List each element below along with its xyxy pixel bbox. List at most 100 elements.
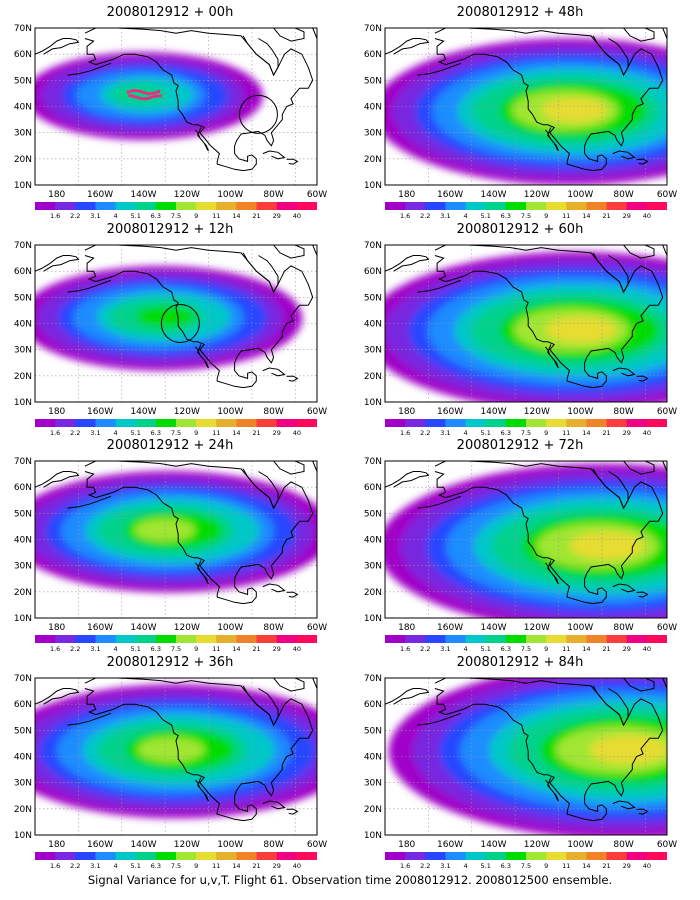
longitude-label: 180	[48, 190, 65, 200]
panel-title: 2008012912 + 12h	[106, 222, 234, 237]
coastline	[592, 468, 629, 510]
colorbar-label: 29	[623, 645, 631, 653]
longitude-label: 160W	[437, 407, 463, 417]
coastline	[623, 28, 655, 42]
colorbar-label: 6.3	[151, 645, 161, 653]
colorbar-swatch	[566, 419, 587, 427]
colorbar-label: 21	[602, 862, 610, 870]
colorbar-swatch	[115, 852, 137, 860]
colorbar-label: 40	[643, 212, 651, 220]
map-svg: 70N 60N 50N 40N 30N 20N 10N 180 160W 140W 120W 100W…	[364, 457, 677, 653]
variance-contour	[589, 734, 667, 765]
colorbar-swatch	[465, 202, 487, 210]
latitude-label: 20N	[364, 588, 382, 598]
colorbar-label: 1.6	[50, 429, 60, 437]
colorbar-label: 3.1	[440, 862, 450, 870]
colorbar-label: 6.3	[151, 212, 161, 220]
colorbar-swatch	[236, 852, 258, 860]
colorbar-label: 2.2	[70, 862, 80, 870]
latitude-label: 20N	[364, 372, 382, 382]
longitude-label: 160W	[87, 190, 113, 200]
map-panel: 2008012912 + 12h 70N 60N 50N 40N 30N 20N 10N 180…	[5, 222, 335, 437]
variance-field	[385, 463, 667, 618]
map-frame	[34, 244, 318, 403]
figure-caption: Signal Variance for u,v,T. Flight 61. Ob…	[87, 873, 613, 887]
colorbar-swatch	[216, 635, 237, 643]
colorbar-swatch	[75, 202, 96, 210]
colorbar-label: 4	[464, 645, 468, 653]
colorbar-swatch	[155, 202, 177, 210]
colorbar-swatch	[586, 635, 608, 643]
coastline	[35, 38, 80, 55]
colorbar-label: 21	[602, 429, 610, 437]
coastline	[273, 461, 305, 475]
colorbar-swatch	[55, 202, 76, 210]
variance-field	[35, 266, 303, 371]
longitude-label: 140W	[130, 840, 156, 850]
longitude-label: 120W	[174, 840, 200, 850]
panel-title: 2008012912 + 72h	[456, 438, 584, 453]
colorbar-label: 14	[232, 429, 240, 437]
latitude-label: 10N	[364, 614, 382, 624]
latitude-label: 20N	[364, 805, 382, 815]
colorbar-label: 1.6	[400, 862, 410, 870]
colorbar-label: 11	[562, 862, 570, 870]
colorbar-label: 1.6	[50, 862, 60, 870]
observation-marker	[131, 94, 135, 98]
colorbar: 1.6 2.2 3.1 4 5.1 6.3 7.5 9 11 14 21 29 40	[385, 635, 667, 653]
observation-marker	[132, 88, 136, 93]
coastline	[417, 495, 462, 509]
colorbar: 1.6 2.2 3.1 4 5.1 6.3 7.5 9 11 14 21 29 40	[385, 202, 667, 220]
colorbar-swatch	[296, 852, 317, 860]
map-panel: 2008012912 + 60h 70N 60N 50N 40N 30N 20N 10N 180…	[355, 222, 685, 437]
colorbar-label: 9	[194, 862, 198, 870]
colorbar-label: 2.2	[420, 212, 430, 220]
colorbar-swatch	[135, 852, 157, 860]
longitude-label: 120W	[524, 623, 550, 633]
variance-contour	[137, 737, 205, 763]
graticule	[35, 28, 317, 185]
colorbar-swatch	[35, 852, 56, 860]
coastline	[35, 255, 80, 272]
coastline	[592, 35, 629, 77]
graticule	[385, 678, 667, 835]
coastline	[612, 150, 636, 160]
latitude-label: 30N	[364, 779, 382, 789]
longitude-label: 180	[398, 623, 415, 633]
colorbar: 1.6 2.2 3.1 4 5.1 6.3 7.5 9 11 14 21 29 40	[35, 852, 317, 870]
coastline	[612, 800, 636, 810]
colorbar-swatch	[405, 635, 426, 643]
latitude-label: 30N	[14, 779, 32, 789]
map-frame	[34, 27, 318, 186]
latitude-label: 40N	[14, 103, 32, 113]
latitude-label: 60N	[14, 267, 32, 277]
coastline	[195, 127, 209, 152]
colorbar-swatch	[526, 635, 547, 643]
coastline	[417, 712, 462, 726]
longitude-label: 60W	[307, 840, 327, 850]
map-panel: 2008012912 + 84h 70N 60N 50N 40N 30N 20N 10N 180…	[355, 655, 685, 870]
colorbar-swatch	[196, 635, 217, 643]
coastlines	[385, 678, 667, 822]
colorbar-label: 40	[293, 862, 301, 870]
variance-contour	[545, 316, 617, 343]
latitude-label: 70N	[364, 241, 382, 251]
colorbar-swatch	[55, 852, 76, 860]
observation-marker	[149, 95, 153, 100]
coastline	[262, 367, 286, 377]
colorbar-label: 11	[562, 429, 570, 437]
colorbar-swatch	[606, 635, 628, 643]
colorbar-label: 3.1	[90, 212, 100, 220]
observation-marker	[155, 94, 159, 98]
colorbar-swatch	[35, 202, 56, 210]
latitude-label: 70N	[14, 457, 32, 467]
latitude-label: 60N	[364, 700, 382, 710]
latitude-label: 50N	[14, 293, 32, 303]
coastline	[242, 468, 279, 510]
longitude-label: 160W	[437, 623, 463, 633]
map-svg: 70N 60N 50N 40N 30N 20N 10N 180 160W 140W 120W 100W…	[14, 24, 327, 220]
colorbar-swatch	[196, 419, 217, 427]
map-svg: 70N 60N 50N 40N 30N 20N 10N 180 160W 140W 120W 100W…	[364, 674, 677, 870]
observation-marker	[157, 89, 161, 94]
colorbar-label: 6.3	[501, 429, 511, 437]
